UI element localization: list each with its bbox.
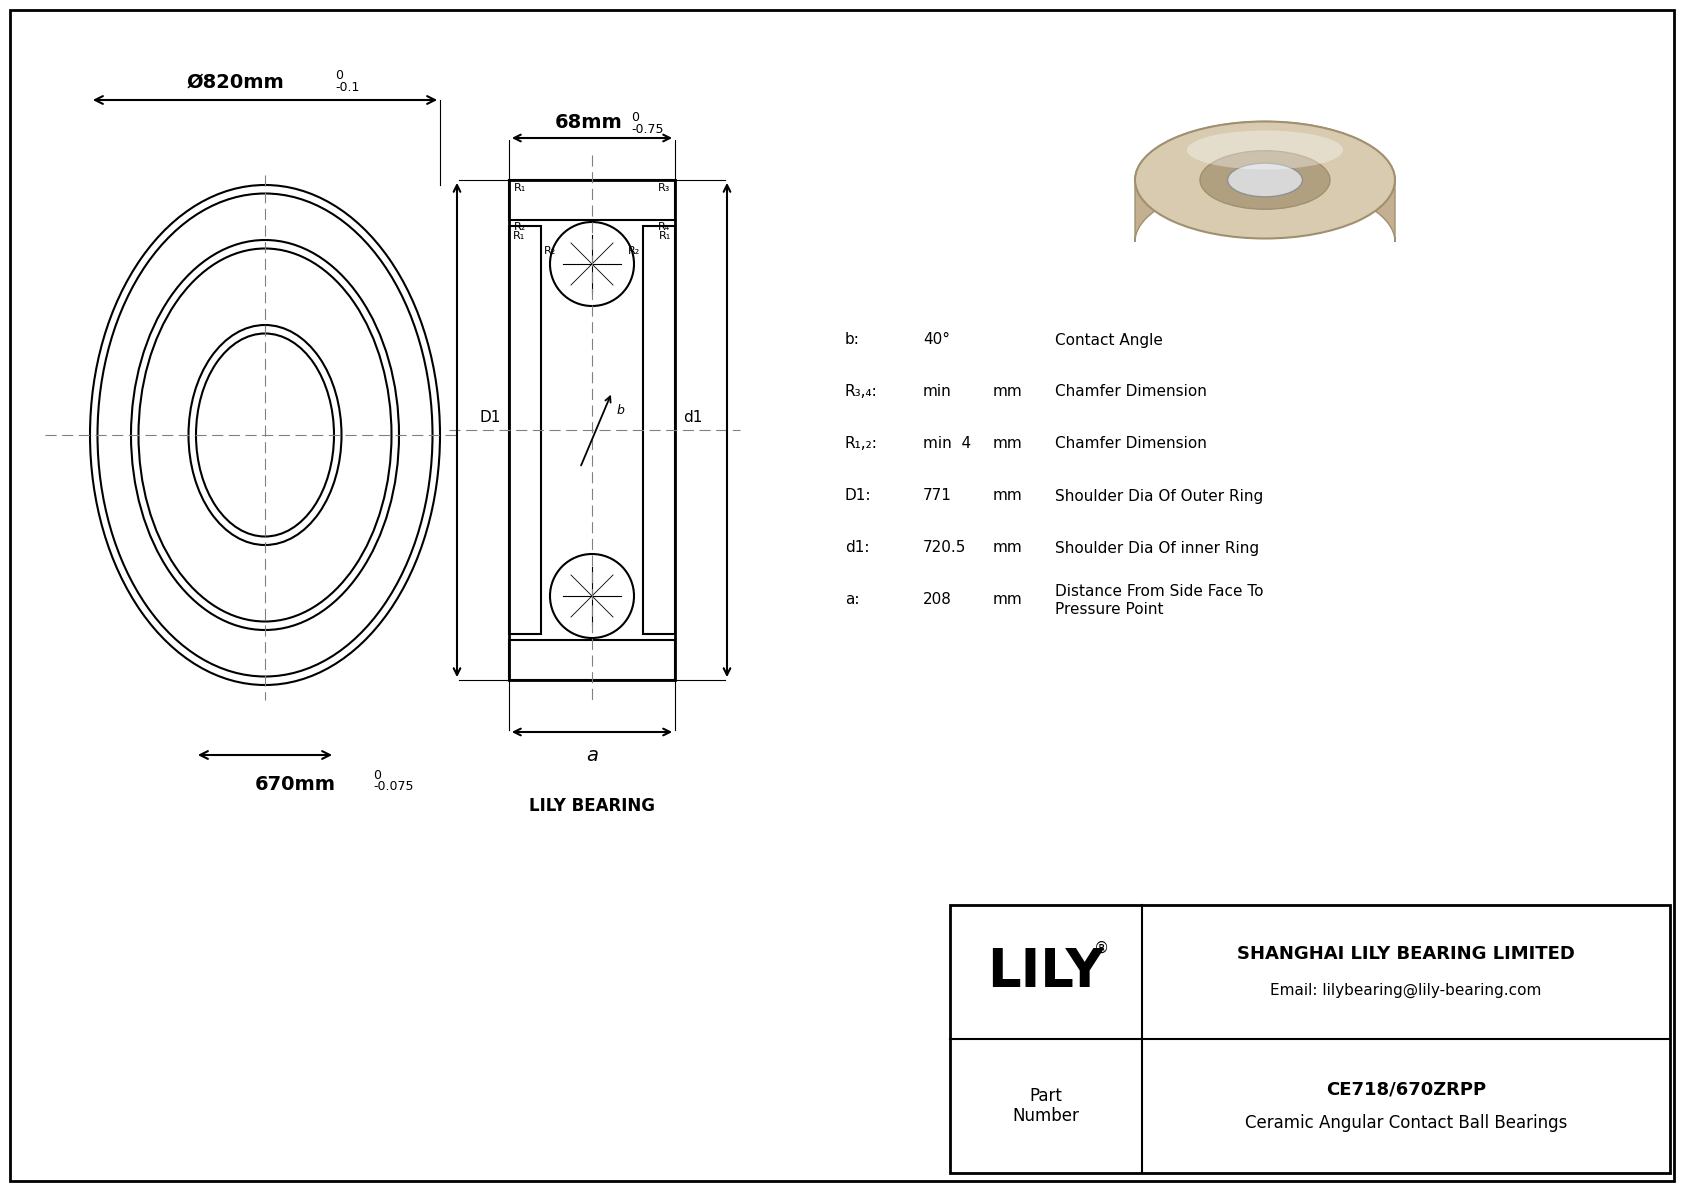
Text: mm: mm (994, 385, 1022, 399)
Text: 68mm: 68mm (556, 113, 623, 132)
Text: R₁: R₁ (514, 183, 525, 193)
Text: D1:: D1: (845, 488, 872, 504)
Bar (643, 226, 675, 634)
Bar (509, 226, 541, 634)
Text: Shoulder Dia Of inner Ring: Shoulder Dia Of inner Ring (1054, 541, 1260, 555)
Circle shape (551, 222, 633, 306)
Text: Pressure Point: Pressure Point (1054, 601, 1164, 617)
Polygon shape (1212, 156, 1317, 232)
Text: Part
Number: Part Number (1012, 1086, 1079, 1125)
Text: min  4: min 4 (923, 436, 972, 451)
Text: 670mm: 670mm (254, 775, 335, 794)
Text: R₂: R₂ (544, 247, 556, 256)
Text: mm: mm (994, 488, 1022, 504)
Text: Shoulder Dia Of Outer Ring: Shoulder Dia Of Outer Ring (1054, 488, 1263, 504)
Ellipse shape (1201, 151, 1330, 210)
Bar (509, 226, 541, 634)
Ellipse shape (1135, 121, 1394, 238)
Text: b:: b: (845, 332, 861, 348)
Text: D1: D1 (480, 410, 502, 425)
Text: 0: 0 (632, 111, 638, 124)
Text: Chamfer Dimension: Chamfer Dimension (1054, 385, 1207, 399)
Bar (509, 640, 675, 680)
Text: a:: a: (845, 592, 859, 607)
Text: a: a (586, 746, 598, 765)
Text: mm: mm (994, 592, 1022, 607)
Text: mm: mm (994, 436, 1022, 451)
Text: Ø820mm: Ø820mm (187, 73, 285, 92)
Text: R₃: R₃ (658, 183, 670, 193)
Text: d1:: d1: (845, 541, 869, 555)
Bar (509, 180, 675, 680)
Text: Chamfer Dimension: Chamfer Dimension (1054, 436, 1207, 451)
Text: 720.5: 720.5 (923, 541, 967, 555)
Text: LILY BEARING: LILY BEARING (529, 797, 655, 815)
Text: 0: 0 (335, 69, 344, 82)
Text: SHANGHAI LILY BEARING LIMITED: SHANGHAI LILY BEARING LIMITED (1238, 944, 1575, 964)
Text: -0.75: -0.75 (632, 123, 663, 136)
Text: Email: lilybearing@lily-bearing.com: Email: lilybearing@lily-bearing.com (1270, 983, 1541, 998)
Text: b: b (616, 404, 625, 417)
Bar (509, 180, 675, 220)
Text: 208: 208 (923, 592, 951, 607)
Text: Distance From Side Face To: Distance From Side Face To (1054, 584, 1263, 599)
Polygon shape (1135, 121, 1394, 242)
Text: mm: mm (994, 541, 1022, 555)
Bar (950, 905, 1671, 1173)
Text: Contact Angle: Contact Angle (1054, 332, 1164, 348)
Text: CE718/670ZRPP: CE718/670ZRPP (1325, 1080, 1485, 1098)
Ellipse shape (1187, 131, 1344, 169)
Text: -0.1: -0.1 (335, 81, 359, 94)
Text: 0: 0 (372, 769, 381, 782)
Text: R₂: R₂ (514, 222, 525, 232)
Text: -0.075: -0.075 (372, 780, 414, 793)
Text: R₁: R₁ (514, 231, 525, 241)
Text: ®: ® (1093, 941, 1108, 955)
Text: R₁: R₁ (658, 231, 670, 241)
Circle shape (551, 554, 633, 638)
Text: R₁,₂:: R₁,₂: (845, 436, 877, 451)
Text: R₄: R₄ (658, 222, 670, 232)
Text: LILY: LILY (987, 946, 1105, 998)
Text: Ceramic Angular Contact Ball Bearings: Ceramic Angular Contact Ball Bearings (1244, 1114, 1568, 1131)
Text: R₃,₄:: R₃,₄: (845, 385, 877, 399)
Text: R₂: R₂ (628, 247, 640, 256)
Text: min: min (923, 385, 951, 399)
Text: 771: 771 (923, 488, 951, 504)
Bar (509, 640, 675, 680)
Text: d1: d1 (684, 410, 702, 425)
Ellipse shape (1228, 163, 1302, 197)
Text: 40°: 40° (923, 332, 950, 348)
Bar (643, 226, 675, 634)
Bar (509, 180, 675, 220)
